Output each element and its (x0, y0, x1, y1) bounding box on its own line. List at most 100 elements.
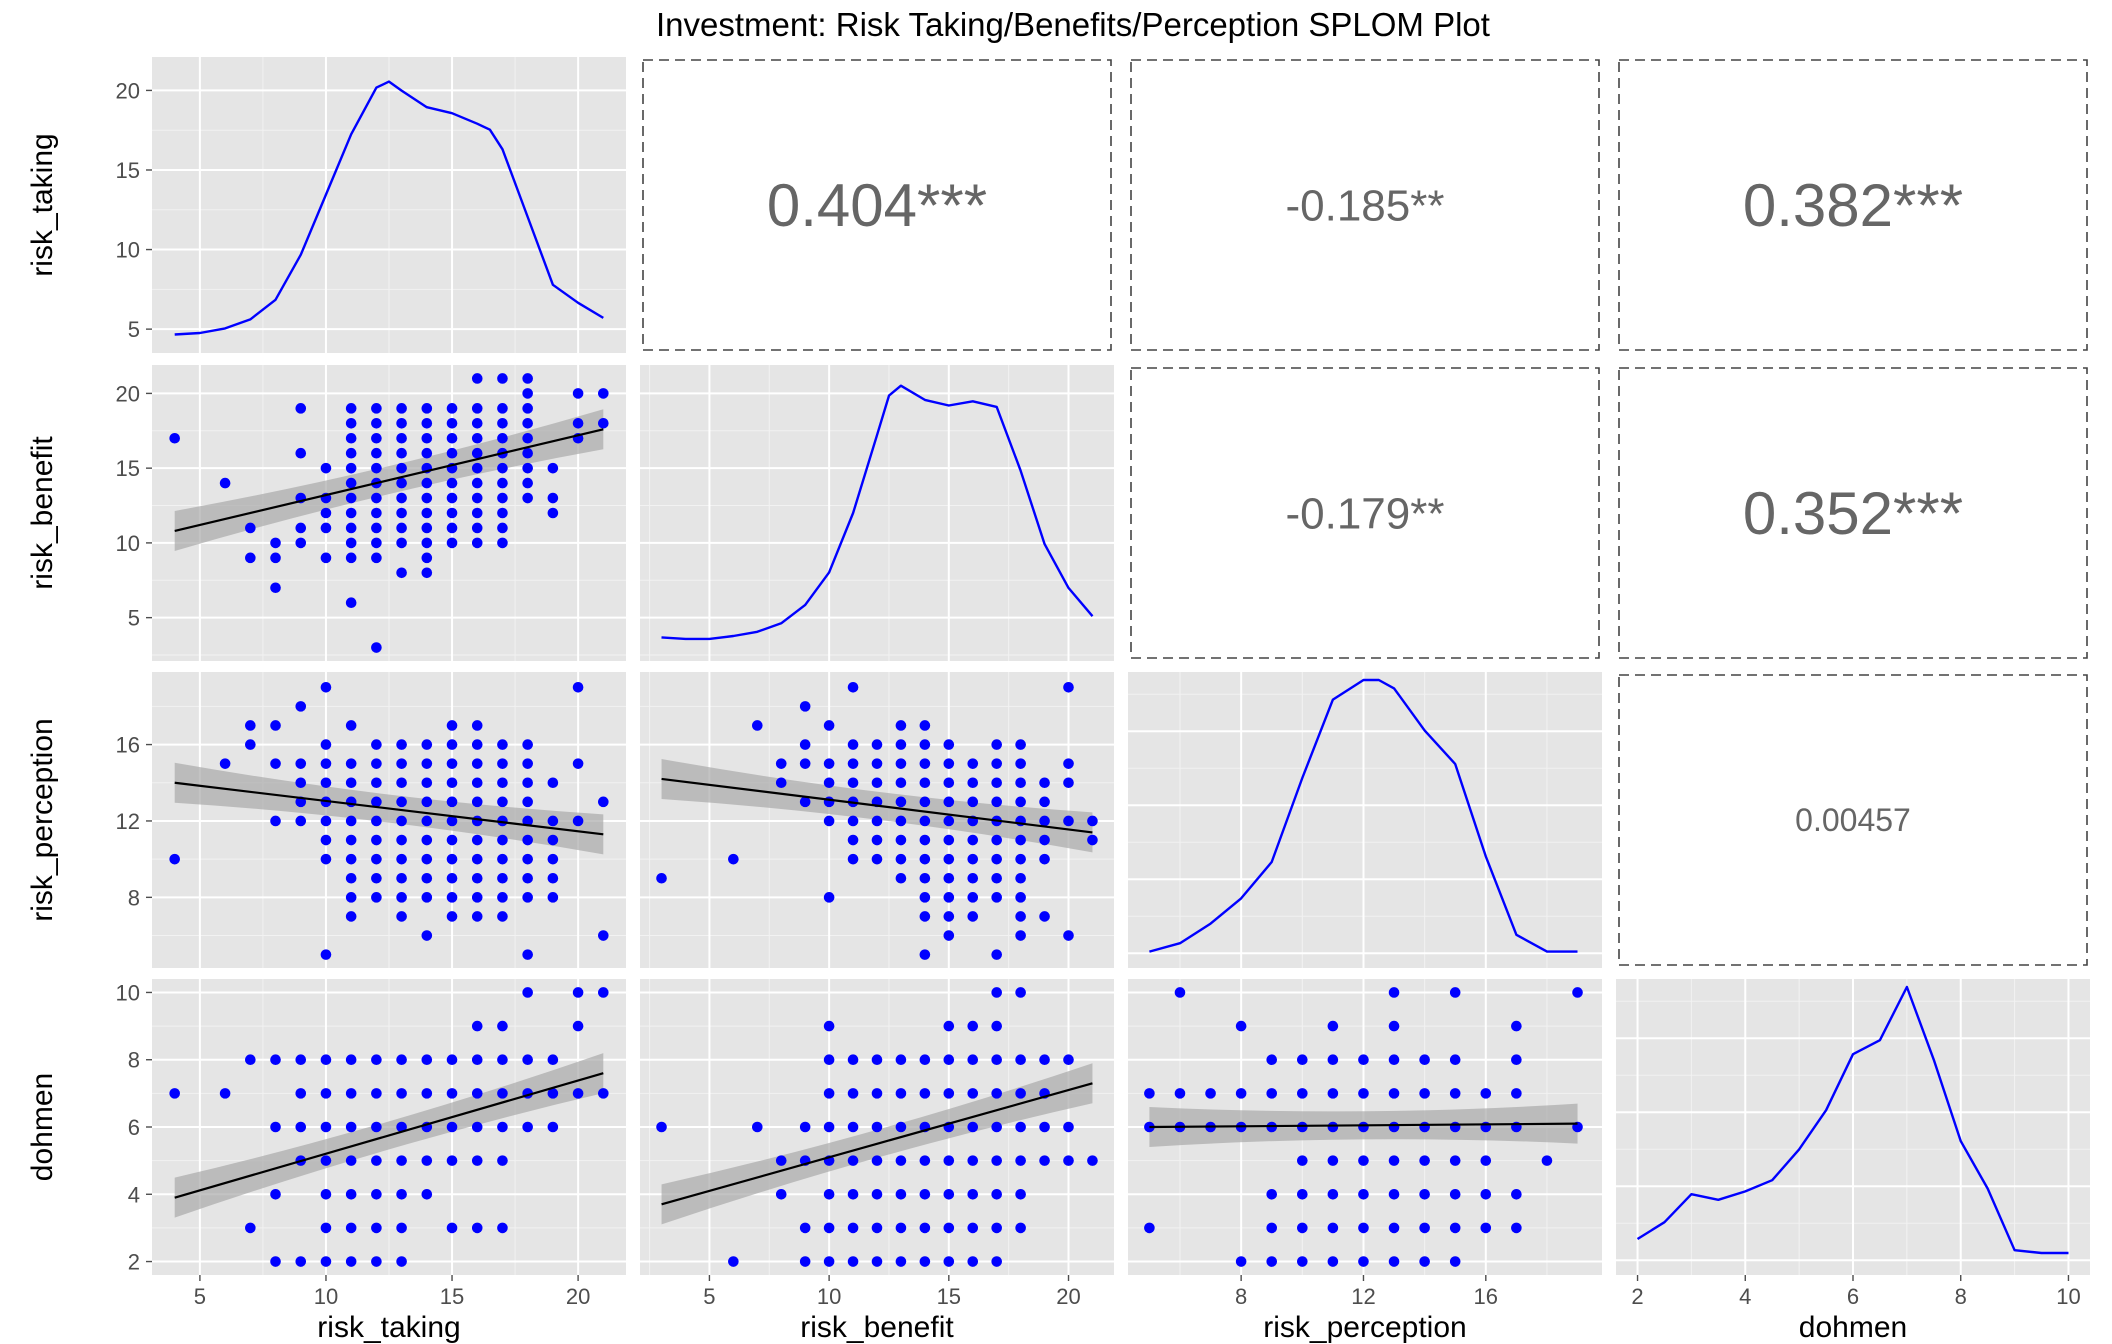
scatter-point (598, 987, 609, 998)
scatter-point (396, 507, 407, 519)
scatter-point (295, 815, 307, 827)
scatter-point (396, 1256, 407, 1267)
scatter-point (1480, 1155, 1492, 1166)
scatter-point (497, 522, 508, 534)
scatter-point (991, 1020, 1002, 1032)
scatter-point (522, 388, 533, 399)
scatter-point (799, 701, 811, 712)
y-tick-label: 15 (116, 158, 140, 183)
scatter-point (320, 522, 332, 534)
scatter-point (497, 432, 508, 444)
scatter-point (1511, 1020, 1522, 1032)
scatter-point (547, 1121, 559, 1133)
scatter-point (847, 853, 859, 865)
y-tick-label: 10 (116, 531, 140, 556)
correlation-box (1618, 59, 2088, 351)
scatter-point (895, 758, 907, 769)
scatter-point (943, 758, 955, 769)
scatter-point (919, 1188, 931, 1200)
scatter-point (728, 1256, 739, 1267)
x-tick-label: 20 (566, 1284, 590, 1309)
scatter-point (1063, 681, 1074, 693)
scatter-point (572, 1088, 584, 1099)
scatter-point (471, 892, 483, 903)
scatter-point (847, 681, 859, 693)
scatter-point (446, 739, 458, 750)
scatter-point (522, 872, 533, 884)
scatter-point (919, 777, 931, 789)
scatter-point (823, 1088, 835, 1099)
scatter-point (1358, 1256, 1369, 1267)
col-label-dohmen: dohmen (1799, 1311, 1907, 1344)
scatter-point (497, 477, 508, 489)
scatter-point (895, 720, 907, 731)
scatter-point (345, 477, 357, 489)
scatter-panel-dohmen-vs-risk_perception (1128, 979, 1602, 1275)
scatter-point (396, 522, 407, 534)
row-label-risk_perception: risk_perception (26, 718, 59, 921)
scatter-point (847, 1222, 859, 1234)
scatter-point (497, 403, 508, 414)
scatter-point (396, 815, 407, 827)
scatter-point (967, 1020, 979, 1032)
scatter-point (421, 1155, 433, 1166)
scatter-point (598, 796, 609, 808)
scatter-point (823, 758, 835, 769)
scatter-point (1015, 911, 1026, 922)
scatter-point (991, 1155, 1002, 1166)
scatter-point (1419, 1222, 1430, 1234)
scatter-point (497, 853, 508, 865)
scatter-point (471, 1088, 483, 1099)
scatter-point (219, 477, 231, 489)
scatter-point (919, 758, 931, 769)
scatter-point (497, 418, 508, 429)
scatter-point (967, 1054, 979, 1066)
scatter-point (572, 815, 584, 827)
scatter-point (1449, 1088, 1461, 1099)
scatter-point (1572, 987, 1583, 998)
scatter-point (446, 892, 458, 903)
scatter-point (1205, 1088, 1216, 1099)
scatter-point (1015, 853, 1026, 865)
scatter-point (471, 739, 483, 750)
scatter-point (471, 462, 483, 474)
scatter-point (1039, 796, 1050, 808)
scatter-point (991, 1222, 1002, 1234)
scatter-point (396, 834, 407, 846)
scatter-point (572, 388, 584, 399)
scatter-point (245, 552, 256, 564)
scatter-point (656, 872, 667, 884)
scatter-point (295, 447, 307, 459)
scatter-point (169, 1088, 180, 1099)
x-tick-label: 20 (1056, 1284, 1080, 1309)
scatter-point (1388, 1222, 1400, 1234)
scatter-point (1174, 1088, 1186, 1099)
row-label-risk_taking: risk_taking (26, 133, 59, 276)
scatter-point (1063, 1155, 1074, 1166)
scatter-point (471, 418, 483, 429)
scatter-point (345, 1121, 357, 1133)
scatter-point (1266, 1088, 1278, 1099)
scatter-point (967, 1188, 979, 1200)
scatter-point (421, 834, 433, 846)
scatter-point (1297, 1088, 1308, 1099)
density-risk_perception-bg (1128, 672, 1602, 968)
correlation-value: 0.00457 (1795, 802, 1911, 838)
scatter-point (497, 492, 508, 504)
scatter-point (919, 1054, 931, 1066)
scatter-point (421, 492, 433, 504)
scatter-point (371, 872, 382, 884)
scatter-point (943, 872, 955, 884)
y-tick-label: 4 (128, 1182, 140, 1207)
scatter-point (446, 537, 458, 549)
scatter-point (396, 758, 407, 769)
scatter-point (522, 815, 533, 827)
scatter-point (345, 815, 357, 827)
scatter-point (446, 796, 458, 808)
scatter-point (1144, 1222, 1155, 1234)
scatter-point (522, 1054, 533, 1066)
scatter-point (471, 537, 483, 549)
scatter-point (320, 739, 332, 750)
scatter-point (446, 1054, 458, 1066)
